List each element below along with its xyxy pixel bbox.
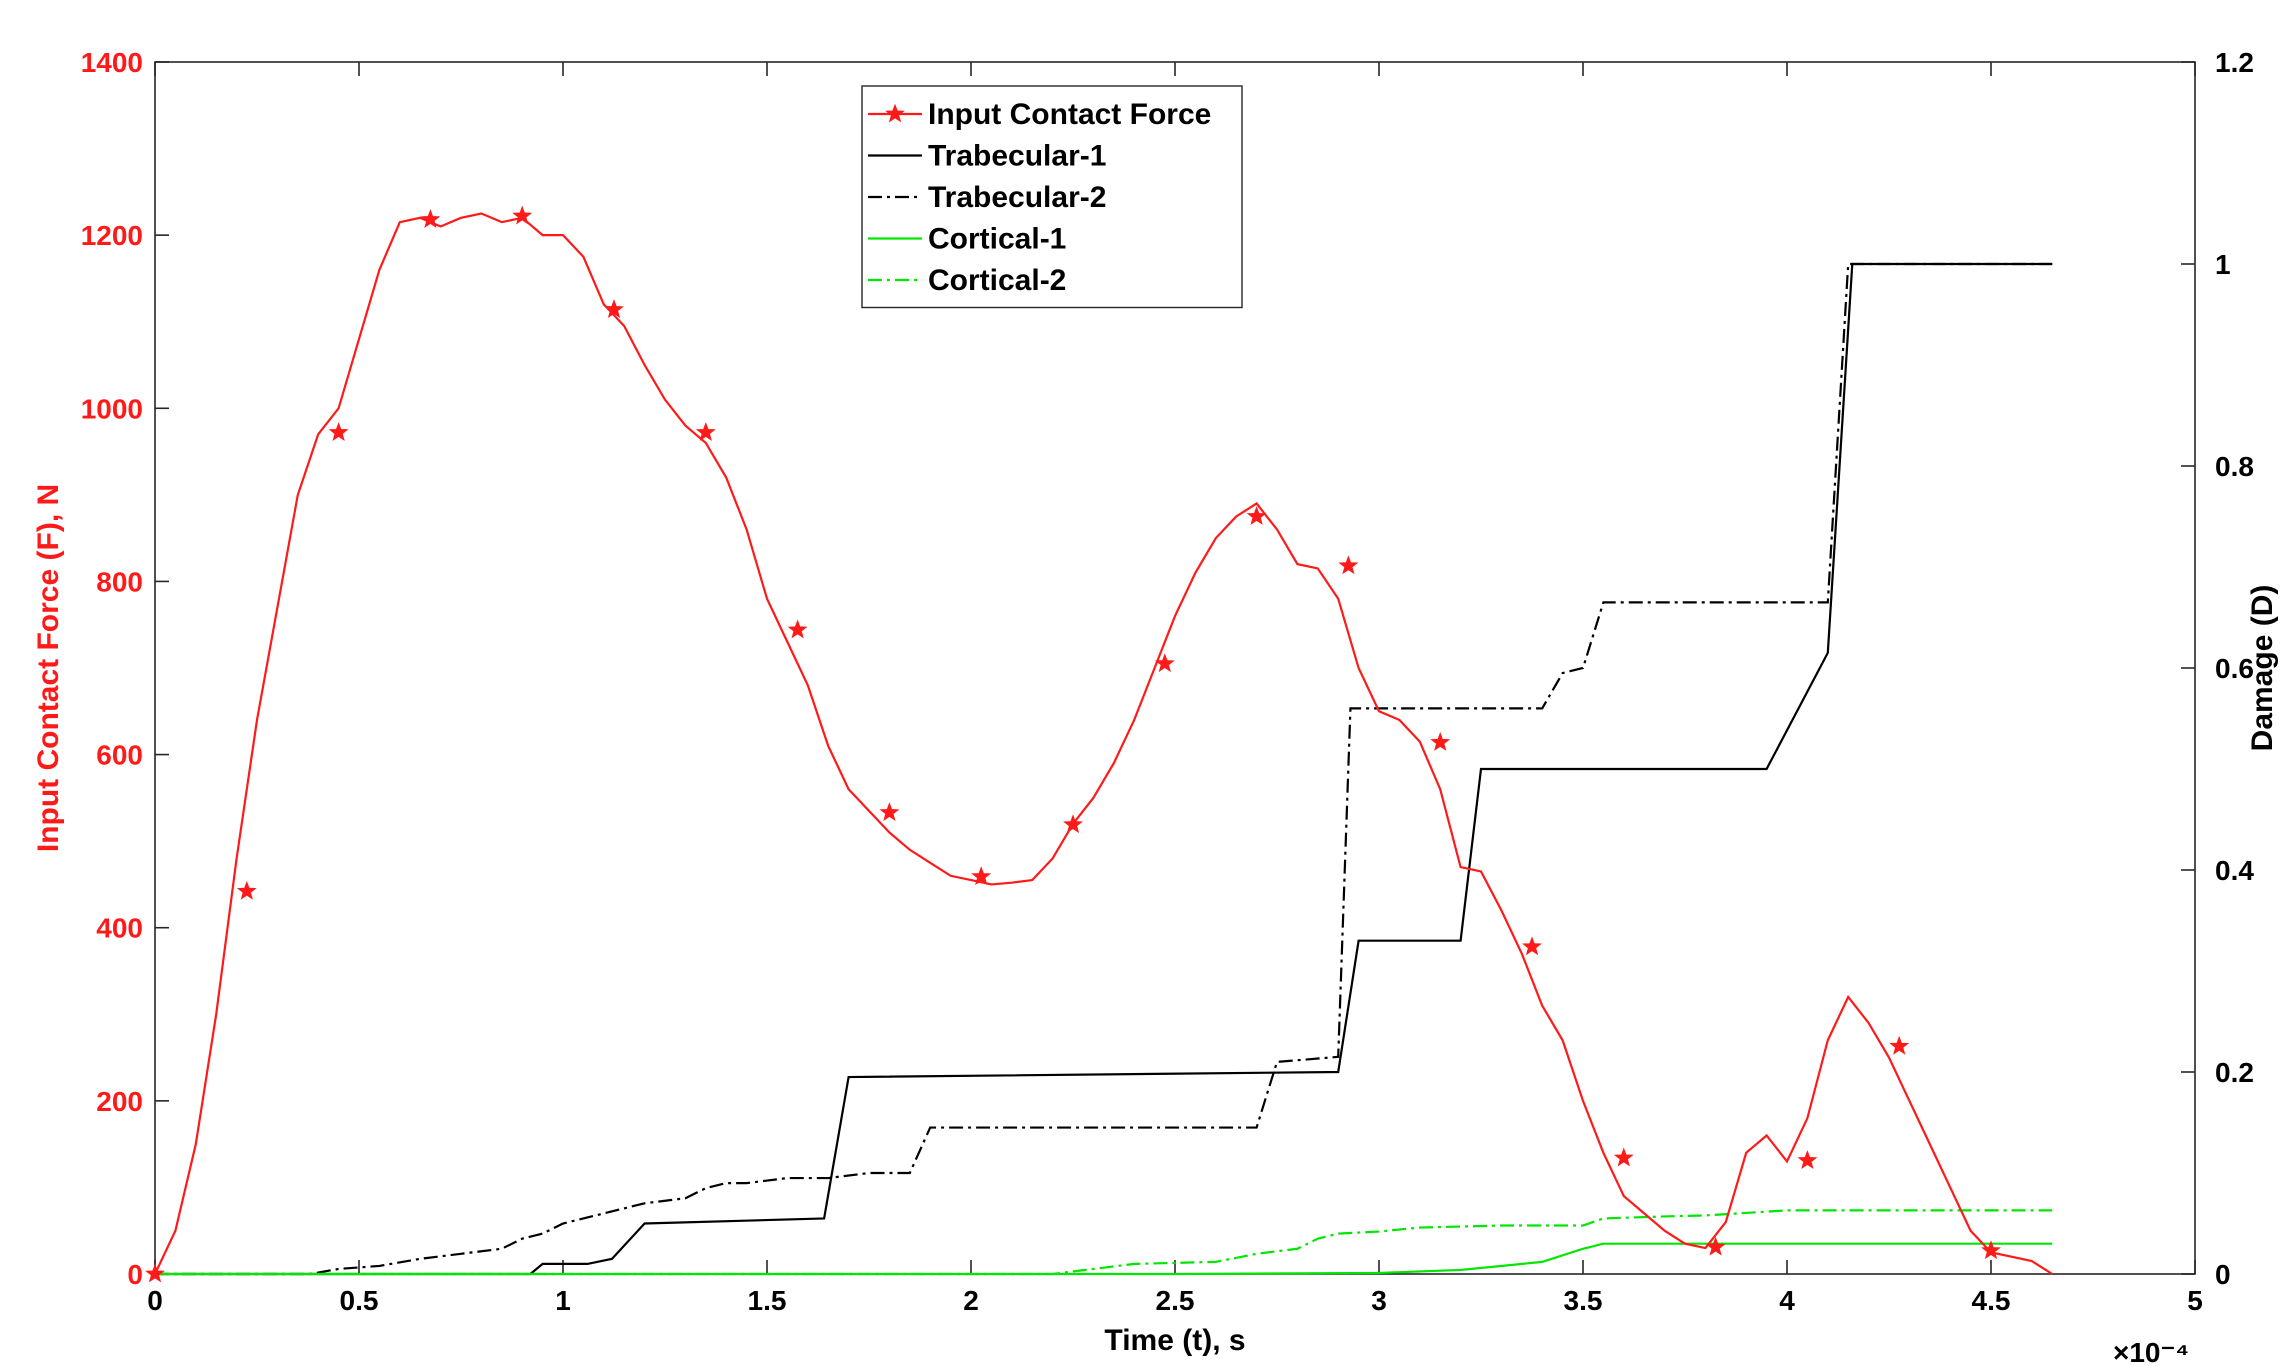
y-right-tick-label: 0 (2215, 1259, 2231, 1290)
x-tick-label: 1.5 (748, 1285, 787, 1316)
series-marker (1338, 555, 1359, 575)
y-right-tick-label: 0.4 (2215, 855, 2254, 886)
series-marker (787, 619, 808, 639)
series-marker (695, 422, 716, 441)
series-marker (971, 866, 992, 886)
series-marker (1522, 936, 1542, 956)
y-left-tick-label: 800 (96, 566, 143, 597)
y-left-tick-label: 1400 (81, 47, 143, 78)
series-marker (879, 802, 900, 822)
legend-label: Trabecular-2 (928, 181, 1106, 214)
series-line-input-contact-force (154, 212, 2053, 1275)
series-marker (145, 1263, 165, 1283)
y-left-tick-label: 600 (96, 740, 143, 771)
x-axis-exponent: ×10⁻⁴ (2113, 1337, 2189, 1366)
legend-label: Input Contact Force (928, 98, 1211, 131)
x-tick-label: 5 (2187, 1285, 2203, 1316)
y-right-tick-label: 1 (2215, 249, 2231, 280)
series-marker (1246, 506, 1267, 525)
y-right-tick-label: 0.6 (2215, 653, 2254, 684)
series-line-trabecular-2 (155, 262, 2053, 1276)
y-right-tick-label: 1.2 (2215, 47, 2254, 78)
legend-box (861, 85, 1243, 309)
series-line-cortical-2 (155, 1209, 2053, 1276)
series-marker (328, 422, 349, 441)
series-marker (1154, 653, 1175, 673)
series-marker (1889, 1035, 1910, 1055)
series-marker (420, 209, 441, 228)
x-tick-label: 2 (963, 1285, 979, 1316)
legend-label: Cortical-1 (928, 223, 1066, 256)
y-right-axis-title: Damage (D) (2246, 585, 2279, 752)
y-right-ticks: 0 0.2 0.4 0.6 0.8 1 1.2 (2181, 47, 2254, 1290)
x-tick-label: 3 (1371, 1285, 1387, 1316)
series-marker (1797, 1150, 1818, 1170)
series-marker (1430, 732, 1451, 751)
y-left-tick-label: 200 (96, 1086, 143, 1117)
x-tick-label: 0.5 (340, 1285, 379, 1316)
legend-marker (885, 103, 905, 123)
y-left-tick-label: 1000 (81, 393, 143, 424)
y-right-tick-label: 0.8 (2215, 451, 2254, 482)
series-marker (1063, 814, 1083, 834)
series-marker (1981, 1240, 2001, 1260)
y-left-axis-title: Input Contact Force (F), N (32, 484, 65, 852)
series-marker (1613, 1147, 1634, 1167)
y-right-tick-label: 0.2 (2215, 1057, 2254, 1088)
legend: Input Contact Force Trabecular-1 Trabecula… (861, 85, 1243, 309)
series-marker (1705, 1236, 1726, 1256)
x-tick-label: 3.5 (1564, 1285, 1603, 1316)
series-marker (512, 205, 533, 225)
x-axis-title: Time (t), s (1104, 1324, 1245, 1357)
x-tick-label: 1 (555, 1285, 571, 1316)
series-layer (145, 205, 2053, 1283)
y-left-ticks: 0 200 400 600 800 1000 1200 1400 (81, 47, 169, 1290)
legend-label: Cortical-2 (928, 264, 1066, 297)
y-left-tick-label: 400 (96, 913, 143, 944)
series-marker (604, 299, 624, 319)
x-tick-label: 4 (1779, 1285, 1795, 1316)
series-line-trabecular-1 (155, 262, 2053, 1276)
y-left-tick-label: 1200 (81, 220, 143, 251)
x-tick-label: 2.5 (1156, 1285, 1195, 1316)
x-tick-label: 4.5 (1972, 1285, 2011, 1316)
series-marker (236, 880, 257, 900)
y-left-tick-label: 0 (127, 1259, 143, 1290)
x-ticks: 0 0.5 1 1.5 2 2.5 3 3.5 4 4.5 5 (147, 62, 2203, 1316)
legend-label: Trabecular-1 (928, 140, 1106, 173)
x-tick-label: 0 (147, 1285, 163, 1316)
series-line-cortical-1 (155, 1242, 2053, 1276)
